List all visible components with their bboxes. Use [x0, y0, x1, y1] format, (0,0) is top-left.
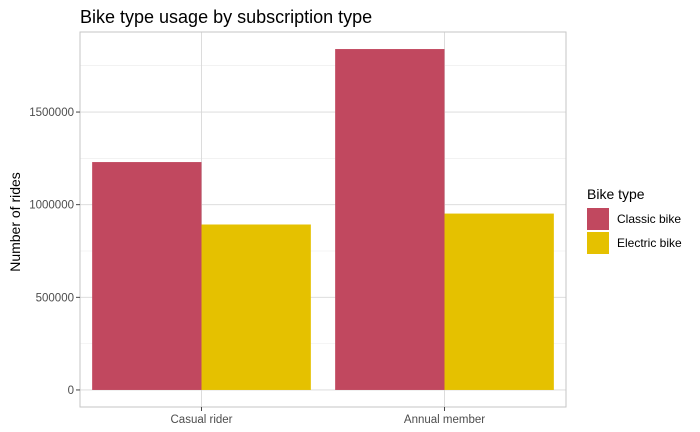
y-tick-label: 0 [68, 385, 74, 397]
y-tick-label: 500000 [36, 292, 74, 304]
bar-electric-bike-casual-rider [201, 224, 311, 390]
legend-label-classic-bike: Classic bike [617, 212, 681, 226]
y-axis-title: Number of rides [7, 172, 23, 272]
chart-title: Bike type usage by subscription type [80, 7, 372, 27]
plot-border [79, 31, 567, 408]
y-tick-label: 1000000 [29, 200, 74, 212]
y-tick-label: 1500000 [29, 107, 74, 119]
legend-label-electric-bike: Electric bike [617, 236, 682, 250]
legend: Bike type Classic bike Electric bike [587, 186, 682, 254]
legend-key-classic-bike [587, 208, 609, 230]
legend-key-electric-bike [587, 232, 609, 254]
x-tick-label: Annual member [404, 414, 485, 426]
bar-classic-bike-annual-member [335, 49, 445, 390]
legend-title: Bike type [587, 186, 645, 202]
plot-panel [79, 31, 567, 408]
bar-electric-bike-annual-member [444, 213, 554, 390]
x-tick-label: Casual rider [171, 414, 233, 426]
bar-classic-bike-casual-rider [92, 162, 202, 390]
